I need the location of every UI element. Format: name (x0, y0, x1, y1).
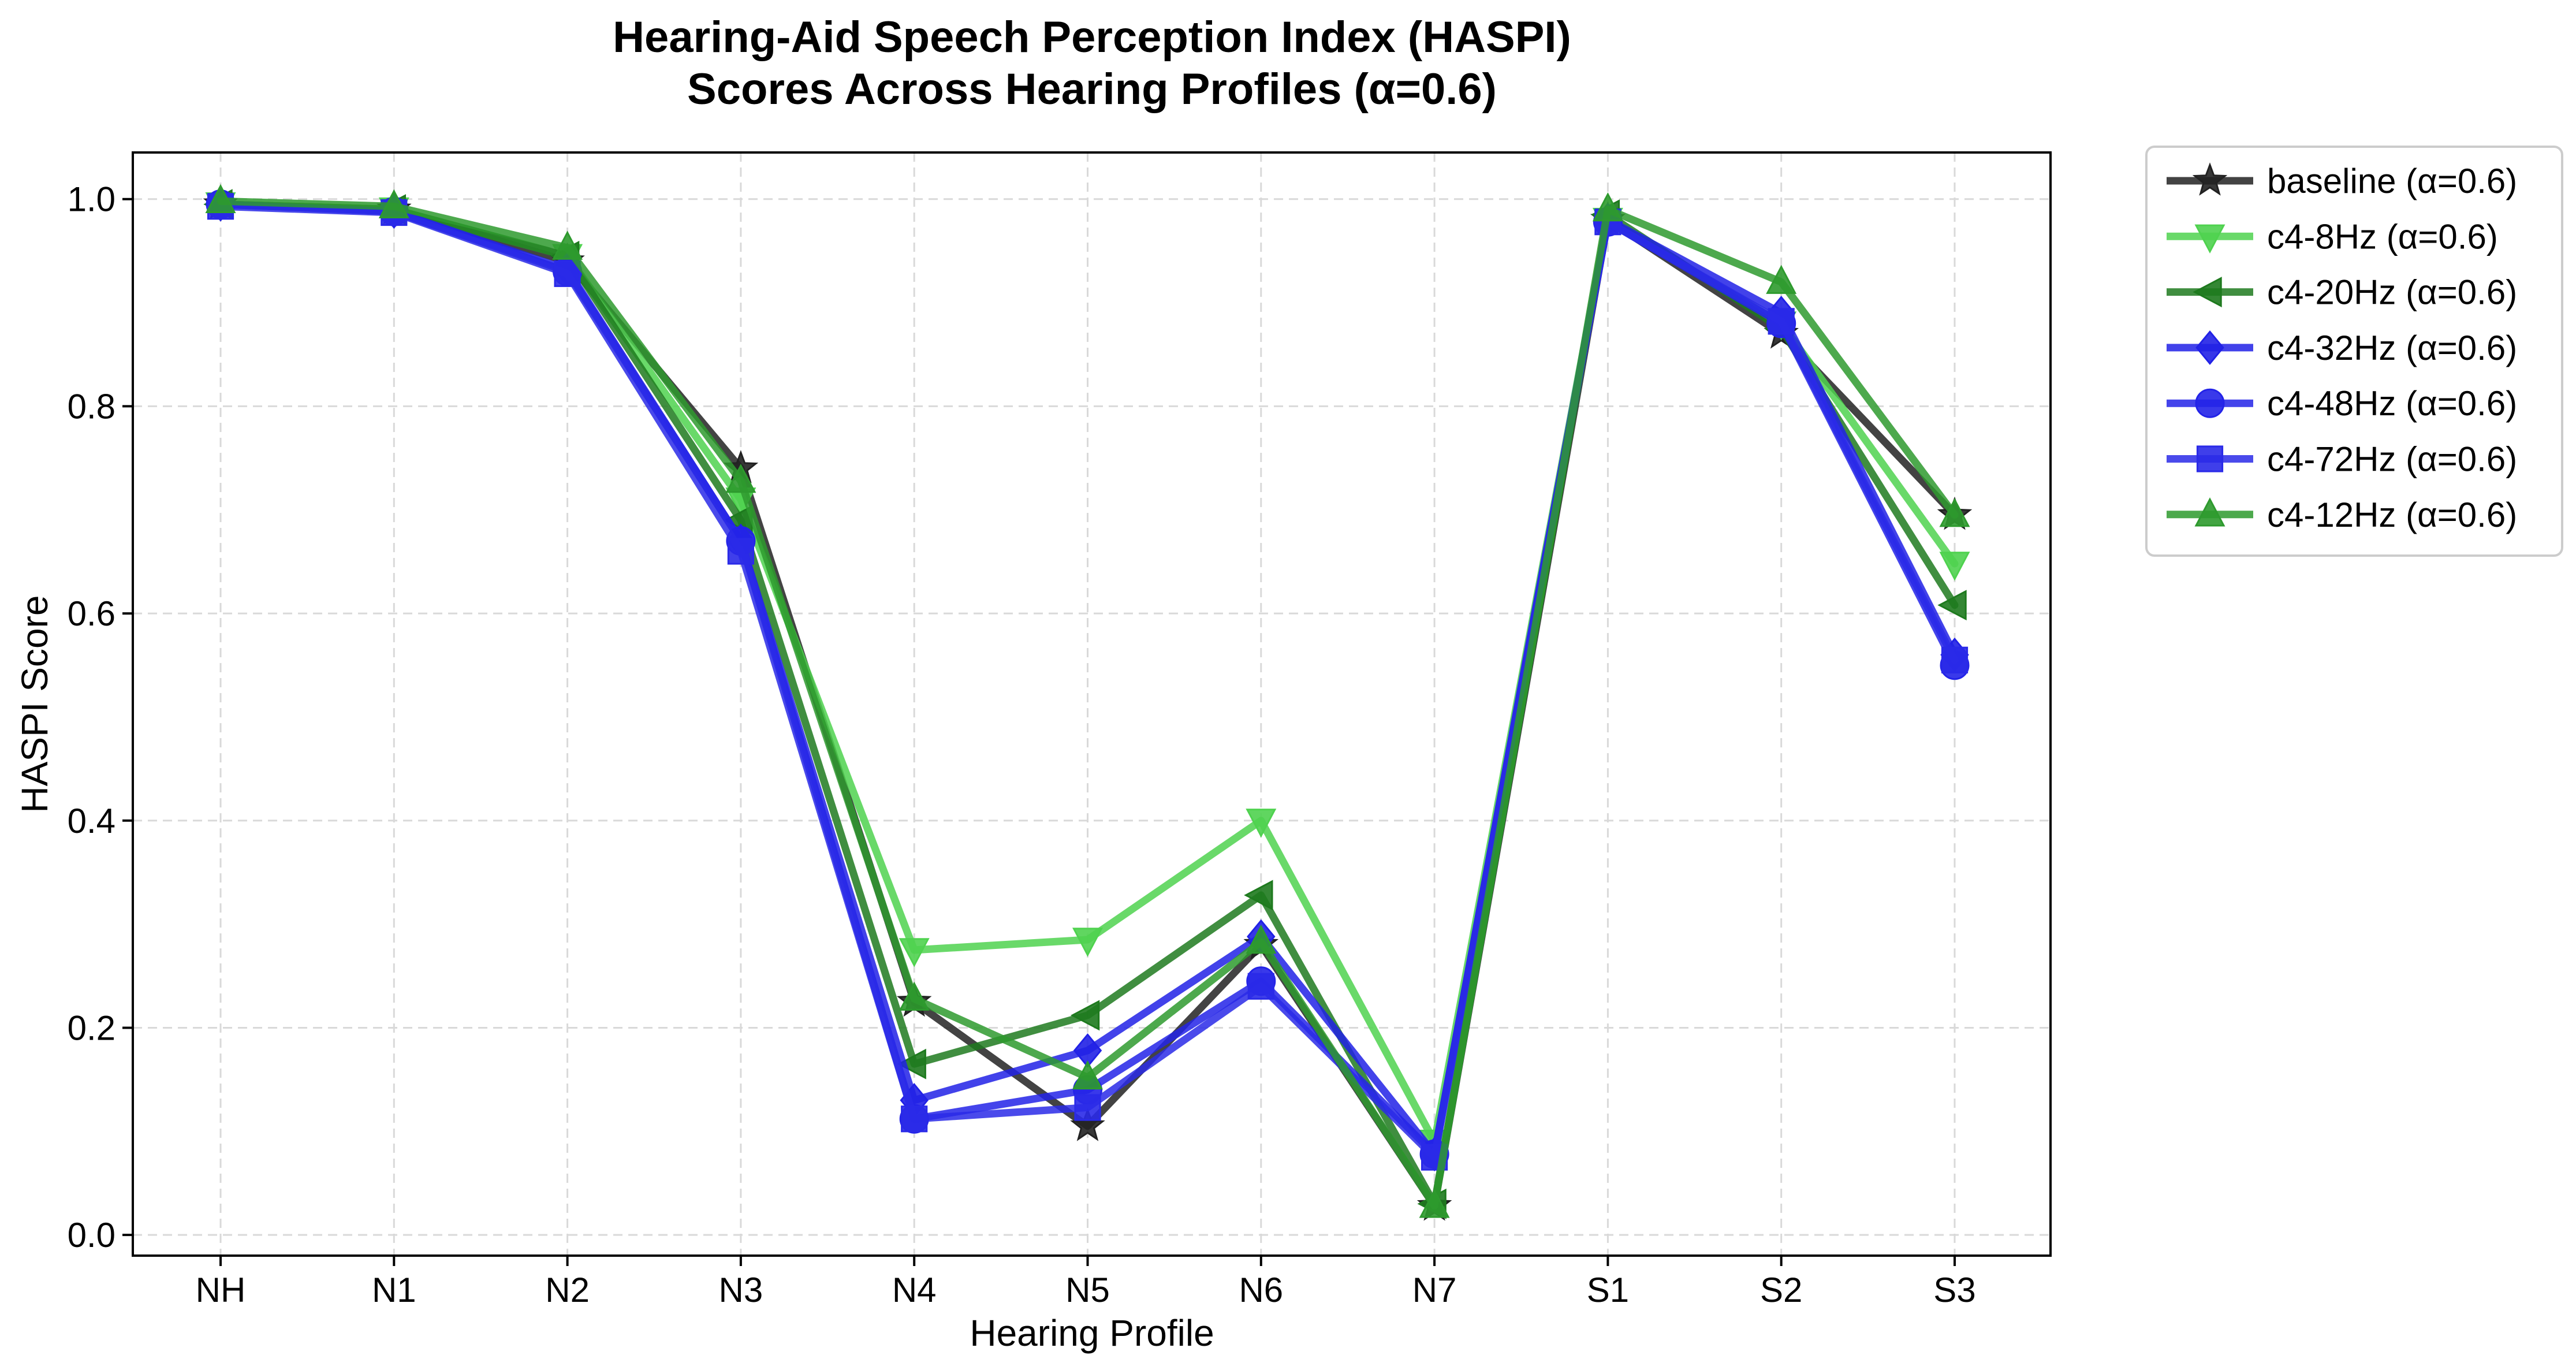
x-tick-label: S2 (1760, 1271, 1802, 1309)
data-point (1074, 1094, 1101, 1121)
data-point (727, 538, 755, 565)
data-point (1941, 646, 1969, 673)
data-point (901, 1105, 928, 1133)
data-point (1072, 928, 1103, 957)
legend-item: c4-48Hz (α=0.6) (2167, 384, 2517, 423)
y-tick-label: 0.6 (68, 594, 115, 633)
legend-marker (2195, 388, 2225, 418)
legend-marker (2195, 330, 2224, 365)
series-group (203, 184, 1973, 1221)
legend-marker (2196, 445, 2224, 472)
legend-label: c4-48Hz (α=0.6) (2267, 384, 2517, 423)
data-point (552, 230, 583, 260)
x-axis-ticks: NH N1 N2 N3 N4 N5 N6 N7 S1 S2 S3 (196, 1256, 1976, 1309)
x-tick-label: N6 (1239, 1271, 1283, 1309)
data-point (1246, 924, 1277, 954)
legend-label: c4-8Hz (α=0.6) (2267, 217, 2498, 256)
grid-lines (133, 152, 2051, 1256)
legend-item: c4-20Hz (α=0.6) (2167, 273, 2517, 312)
x-axis-label: Hearing Profile (970, 1312, 1214, 1354)
y-axis-label: HASPI Score (14, 595, 55, 813)
data-point (725, 463, 756, 493)
legend-marker (2193, 277, 2222, 308)
data-point (1070, 1107, 1105, 1141)
x-tick-label: N7 (1412, 1271, 1457, 1309)
legend-label: baseline (α=0.6) (2267, 162, 2517, 200)
data-point (1766, 265, 1797, 294)
chart-title-line-1: Hearing-Aid Speech Perception Index (HAS… (613, 13, 1571, 62)
data-point (1939, 498, 1970, 527)
data-point (1247, 973, 1274, 1000)
data-point (897, 1048, 926, 1079)
data-point (205, 184, 236, 213)
legend-item: baseline (α=0.6) (2167, 162, 2517, 200)
legend-box (2145, 146, 2563, 557)
legend-item: c4-12Hz (α=0.6) (2167, 496, 2517, 534)
data-point (1244, 880, 1273, 911)
y-tick-label: 1.0 (68, 180, 115, 219)
data-point (1070, 1000, 1100, 1031)
plot-area-frame (132, 151, 2052, 1257)
data-point (1072, 1060, 1103, 1090)
legend-items: baseline (α=0.6) c4-8Hz (α=0.6) c4-20Hz (α… (2167, 162, 2517, 534)
legend-marker (2194, 224, 2225, 254)
legend-marker (2194, 497, 2225, 527)
series-7 (205, 184, 1970, 1218)
y-tick-label: 0.2 (68, 1008, 115, 1047)
x-tick-label: N4 (892, 1271, 937, 1309)
data-point (1419, 1189, 1450, 1218)
legend-label: c4-32Hz (α=0.6) (2267, 329, 2517, 367)
data-point (1592, 192, 1623, 222)
chart-title-line-2: Scores Across Hearing Profiles (α=0.6) (687, 65, 1497, 114)
data-point (899, 981, 930, 1011)
y-tick-label: 0.8 (68, 387, 115, 426)
x-tick-label: S1 (1587, 1271, 1629, 1309)
y-tick-label: 0.0 (68, 1216, 115, 1254)
legend-label: c4-12Hz (α=0.6) (2267, 496, 2517, 534)
x-tick-label: S3 (1933, 1271, 1975, 1309)
data-point (1768, 308, 1795, 335)
x-tick-label: NH (196, 1271, 246, 1309)
data-point (378, 189, 409, 218)
data-point (1939, 552, 1970, 581)
x-tick-label: N1 (372, 1271, 416, 1309)
data-point (899, 938, 930, 967)
legend-label: c4-20Hz (α=0.6) (2267, 273, 2517, 312)
data-point (554, 260, 581, 287)
legend-item: c4-32Hz (α=0.6) (2167, 329, 2517, 367)
y-axis-ticks: 0.0 0.2 0.4 0.6 0.8 1.0 (68, 180, 133, 1254)
y-tick-label: 0.4 (68, 802, 115, 840)
legend-item: c4-72Hz (α=0.6) (2167, 440, 2517, 479)
legend-item: c4-8Hz (α=0.6) (2167, 217, 2498, 256)
legend: baseline (α=0.6) c4-8Hz (α=0.6) c4-20Hz (α… (2145, 146, 2563, 557)
data-point (1246, 809, 1277, 838)
data-point (1937, 590, 1967, 621)
legend-marker (2192, 162, 2228, 196)
x-tick-label: N5 (1065, 1271, 1110, 1309)
x-tick-label: N3 (719, 1271, 763, 1309)
legend-label: c4-72Hz (α=0.6) (2267, 440, 2517, 479)
x-tick-label: N2 (545, 1271, 590, 1309)
